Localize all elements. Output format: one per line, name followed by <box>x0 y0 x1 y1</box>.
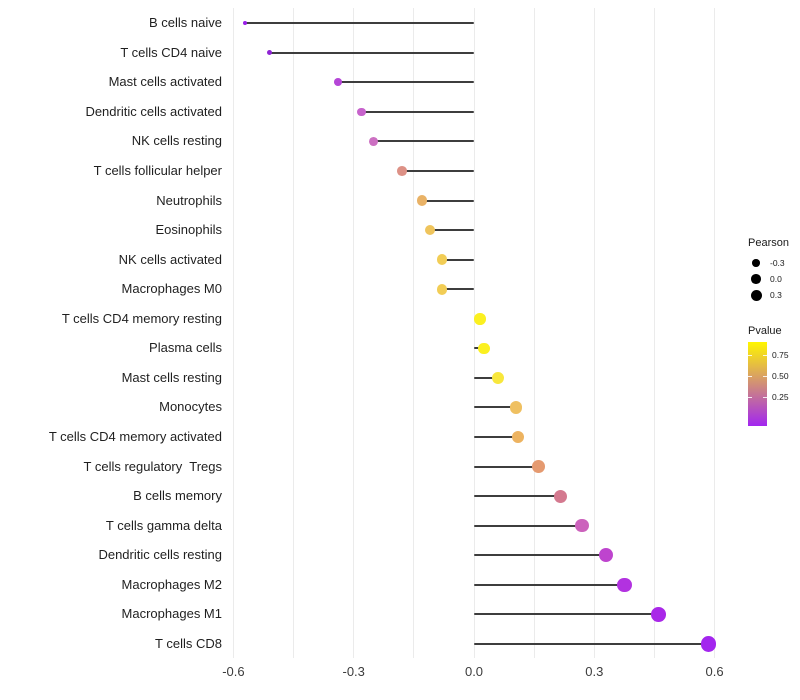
data-point-dot <box>599 548 614 563</box>
category-label: NK cells resting <box>131 133 222 149</box>
data-point-dot <box>511 430 525 444</box>
data-point-dot <box>416 195 427 206</box>
category-label: T cells CD8 <box>155 635 222 651</box>
colorbar-tick-mark <box>748 397 752 399</box>
color-legend-title: Pvalue <box>748 325 782 337</box>
category-label: Mast cells resting <box>121 369 222 385</box>
data-point-dot <box>369 136 379 146</box>
category-label: T cells CD4 naive <box>120 44 222 60</box>
lollipop-stem <box>474 436 519 439</box>
lollipop-stem <box>474 554 607 557</box>
size-legend-label: 0.3 <box>770 290 782 300</box>
category-label: Monocytes <box>159 399 222 415</box>
data-point-dot <box>509 401 523 414</box>
lollipop-stem <box>474 642 709 645</box>
gridline <box>353 8 355 658</box>
category-label: Macrophages M0 <box>121 281 222 297</box>
size-legend-label: -0.3 <box>770 258 785 268</box>
lollipop-stem <box>429 229 474 232</box>
size-legend-dot <box>750 289 762 301</box>
category-label: Eosinophils <box>155 222 223 238</box>
size-legend-label: 0.0 <box>770 274 782 284</box>
colorbar-tick-mark <box>763 355 767 357</box>
size-legend-dot <box>751 274 761 284</box>
colorbar-tick-label: 0.25 <box>772 392 789 403</box>
data-point-dot <box>492 371 504 384</box>
data-point-dot <box>651 606 666 622</box>
data-point-dot <box>424 224 436 236</box>
category-label: Neutrophils <box>156 192 222 208</box>
category-label: T cells regulatory Tregs <box>83 458 222 474</box>
lollipop-stem <box>421 199 474 202</box>
category-label: Plasma cells <box>149 340 222 356</box>
gridline <box>232 8 234 658</box>
lollipop-stem <box>474 406 517 409</box>
lollipop-stem <box>361 110 474 113</box>
x-axis-tick-label: 0.0 <box>464 664 484 679</box>
category-label: B cells memory <box>133 488 222 504</box>
lollipop-stem <box>474 524 583 527</box>
colorbar-tick-mark <box>763 376 767 378</box>
data-point-dot <box>575 518 590 533</box>
lollipop-stem <box>441 258 474 261</box>
colorbar-tick-label: 0.50 <box>772 371 789 382</box>
data-point-dot <box>478 342 490 355</box>
lollipop-stem <box>474 376 499 379</box>
gridline <box>714 8 716 658</box>
x-axis-tick-label: -0.3 <box>342 664 365 679</box>
lollipop-stem <box>269 51 474 54</box>
size-legend-title: Pearson <box>748 237 789 249</box>
data-point-dot <box>531 460 545 473</box>
x-axis-tick-label: 0.6 <box>705 664 724 679</box>
data-point-dot <box>266 50 273 56</box>
data-point-dot <box>553 489 567 503</box>
category-label: Dendritic cells resting <box>98 547 222 563</box>
lollipop-stem <box>474 583 625 586</box>
x-axis-tick-label: -0.6 <box>222 664 245 679</box>
size-legend-dot <box>752 259 760 267</box>
gridline <box>593 8 595 658</box>
colorbar-gradient <box>748 342 767 426</box>
lollipop-stem <box>474 495 561 498</box>
data-point-dot <box>474 313 486 325</box>
lollipop-stem <box>474 465 539 468</box>
colorbar-tick-mark <box>748 376 752 378</box>
lollipop-stem <box>441 288 474 291</box>
colorbar-tick-mark <box>748 355 752 357</box>
lollipop-stem <box>474 613 659 616</box>
data-point-dot <box>617 577 632 592</box>
data-point-dot <box>396 166 407 176</box>
colorbar-tick-label: 0.75 <box>772 350 789 361</box>
data-point-dot <box>357 107 366 117</box>
gridline <box>293 8 295 658</box>
category-label: Macrophages M2 <box>121 576 222 592</box>
data-point-dot <box>333 78 342 87</box>
gridline <box>413 8 415 658</box>
category-label: NK cells activated <box>118 251 222 267</box>
lollipop-stem <box>337 81 474 84</box>
lollipop-stem <box>401 170 474 172</box>
data-point-dot <box>700 636 717 652</box>
category-label: T cells gamma delta <box>105 517 222 533</box>
data-point-dot <box>243 21 248 26</box>
gridline <box>533 8 535 658</box>
lollipop-stem <box>245 22 474 25</box>
category-label: Macrophages M1 <box>121 606 222 622</box>
gridline <box>653 8 655 658</box>
category-label: T cells follicular helper <box>93 163 222 178</box>
category-label: Mast cells activated <box>108 74 222 90</box>
gridline <box>473 8 475 658</box>
x-axis-tick-label: 0.3 <box>585 664 604 679</box>
colorbar-tick-mark <box>763 397 767 399</box>
category-label: Dendritic cells activated <box>85 103 222 119</box>
data-point-dot <box>436 283 448 295</box>
data-point-dot <box>436 254 448 265</box>
category-label: T cells CD4 memory activated <box>48 429 222 445</box>
category-label: T cells CD4 memory resting <box>61 310 222 326</box>
lollipop-stem <box>373 140 474 143</box>
category-label: B cells naive <box>149 15 222 31</box>
